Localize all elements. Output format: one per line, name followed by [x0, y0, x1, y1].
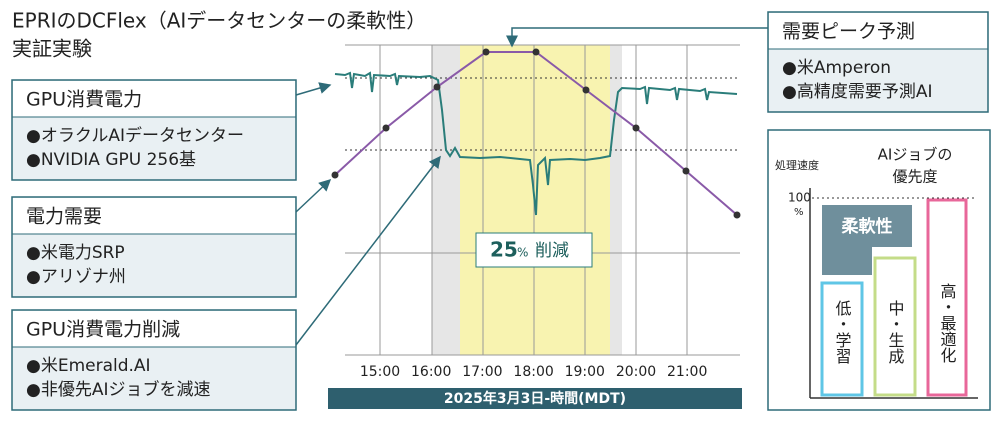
flex-label: 柔軟性 — [842, 216, 893, 237]
info-box-item: ●オラクルAIデータセンター — [26, 125, 244, 146]
x-label: 16:00 — [411, 364, 451, 380]
info-box-header — [13, 81, 295, 117]
info-box-header — [769, 13, 987, 49]
info-box-title: 電力需要 — [26, 206, 102, 228]
bar-label: 高・最適化 — [938, 283, 957, 363]
info-box-item: ●米Emerald.AI — [26, 356, 151, 376]
flex-shape — [822, 205, 912, 275]
x-label: 18:00 — [513, 364, 553, 380]
x-label: 20:00 — [616, 364, 656, 380]
x-label: 15:00 — [360, 364, 400, 380]
priority-bar — [873, 256, 917, 397]
y-max: 100 — [788, 191, 811, 205]
info-box-title: 需要ピーク予測 — [782, 21, 915, 43]
priority-chart: AIジョブの 優先度 処理速度 100 % 柔軟性 低・学習 中・生成 高・最適… — [767, 129, 991, 411]
subtitle: 実証実験 — [12, 37, 92, 61]
x-label: 19:00 — [565, 364, 605, 380]
demand-points — [331, 48, 741, 219]
x-title: 2025年3月3日-時間(MDT) — [444, 390, 626, 407]
info-box-item: ●NVIDIA GPU 256基 — [26, 150, 196, 170]
bar-label: 中・生成 — [886, 300, 905, 365]
connectors — [295, 27, 768, 346]
reduction-value: 25 — [490, 238, 518, 262]
priority-title: 優先度 — [892, 168, 937, 186]
x-label: 17:00 — [462, 364, 502, 380]
bar-label: 低・学習 — [833, 300, 852, 364]
gpu-power-trace — [334, 71, 738, 216]
y-unit: % — [794, 207, 804, 218]
info-box-item: ●米電力SRP — [26, 243, 125, 263]
x-label: 21:00 — [667, 364, 707, 380]
y-title: 処理速度 — [775, 158, 819, 172]
info-box-title: GPU消費電力 — [26, 89, 142, 111]
priority-bar — [820, 281, 864, 397]
info-box-header — [13, 311, 295, 347]
priority-title: AIジョブの — [878, 146, 953, 164]
info-box-item: ●高精度需要予測AI — [782, 82, 932, 102]
priority-bar — [926, 198, 968, 397]
reduction-unit: % — [517, 246, 528, 260]
info-box-item: ●非優先AIジョブを減速 — [26, 379, 210, 400]
info-box-item: ●米Amperon — [782, 58, 891, 78]
reduction-label-box — [475, 232, 593, 268]
title: EPRIのDCFlex（AIデータセンターの柔軟性） — [12, 9, 426, 33]
chart: 25 % 削減 15:00 16:00 17:00 18:00 19:00 20:00 21… — [328, 44, 742, 409]
info-box-title: GPU消費電力削減 — [26, 319, 180, 341]
x-title-bar — [328, 388, 742, 409]
info-box-header — [13, 198, 295, 234]
reduction-text: 削減 — [535, 241, 569, 261]
info-box-item: ●アリゾナ州 — [26, 267, 126, 287]
